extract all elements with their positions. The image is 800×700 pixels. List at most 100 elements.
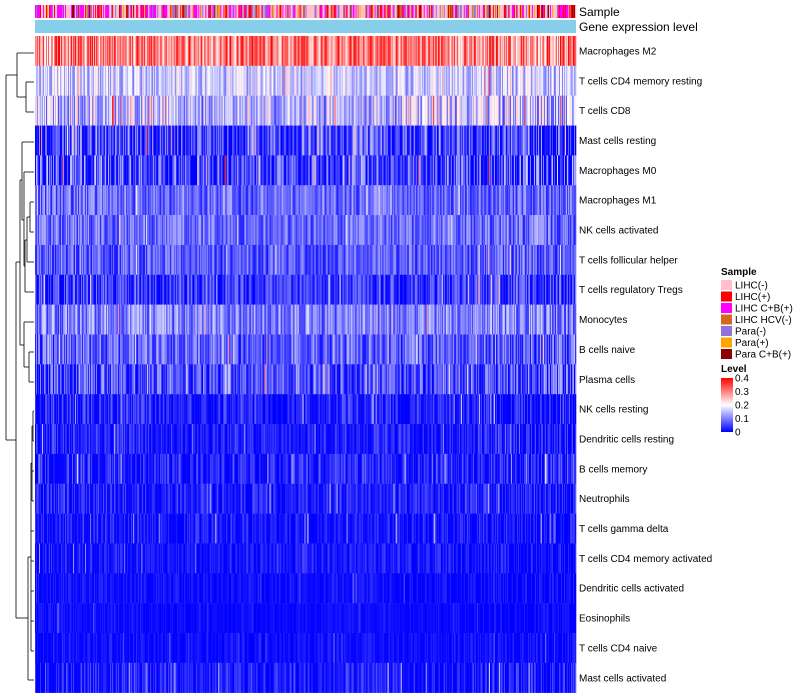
heatmap-cell: [485, 65, 488, 96]
heatmap-cell: [285, 65, 287, 96]
heatmap-cell: [374, 155, 376, 186]
heatmap-cell: [62, 215, 64, 246]
heatmap-cell: [442, 95, 445, 126]
heatmap-cell: [279, 36, 281, 67]
heatmap-cell: [325, 36, 327, 67]
heatmap-cell: [183, 185, 185, 216]
heatmap-cell: [544, 125, 547, 156]
heatmap-cell: [294, 36, 296, 67]
heatmap-cell: [465, 36, 468, 67]
heatmap-cell: [329, 125, 331, 156]
heatmap-cell: [520, 215, 523, 246]
sample-annotation-cell: [500, 5, 503, 18]
sample-annotation-cell: [269, 5, 271, 18]
sample-annotation-cell: [312, 5, 314, 18]
heatmap-cell: [417, 185, 420, 216]
heatmap-cell: [568, 65, 571, 96]
heatmap-cell: [195, 155, 197, 186]
heatmap-cell: [337, 244, 339, 275]
heatmap-cell: [394, 155, 396, 186]
sample-annotation-cell: [435, 5, 438, 18]
heatmap-cell: [386, 215, 388, 246]
heatmap-cell: [503, 244, 506, 275]
heatmap-cell: [378, 244, 380, 275]
heatmap-cell: [74, 244, 76, 275]
heatmap-cell: [71, 36, 73, 67]
heatmap-cell: [179, 36, 181, 67]
heatmap-cell: [468, 95, 471, 126]
heatmap-cell: [121, 95, 123, 126]
sample-annotation-cell: [266, 5, 268, 18]
sample-annotation-cell: [287, 5, 289, 18]
heatmap-cell: [326, 185, 328, 216]
heatmap-cell: [284, 185, 286, 216]
heatmap-cell: [575, 185, 577, 216]
sample-annotation-cell: [522, 5, 525, 18]
heatmap-cell: [361, 185, 363, 216]
heatmap-cell: [150, 125, 152, 156]
heatmap-cell: [298, 65, 300, 96]
heatmap-cell: [97, 274, 99, 305]
sample-annotation-cell: [381, 5, 383, 18]
heatmap-cell: [367, 65, 369, 96]
heatmap-cell: [243, 244, 245, 275]
heatmap-cell: [197, 95, 199, 126]
heatmap-cell: [385, 125, 387, 156]
heatmap-cell: [561, 65, 564, 96]
heatmap-cell: [509, 215, 512, 246]
heatmap-cell: [110, 125, 112, 156]
heatmap-cell: [313, 125, 315, 156]
sample-annotation-cell: [434, 5, 437, 18]
heatmap-cell: [258, 215, 260, 246]
sample-annotation-cell: [270, 5, 272, 18]
heatmap-cell: [94, 155, 96, 186]
heatmap-cell: [95, 215, 97, 246]
heatmap-cell: [85, 36, 87, 67]
heatmap-cell: [529, 65, 532, 96]
heatmap-cell: [337, 125, 339, 156]
sample-annotation-cell: [81, 5, 83, 18]
heatmap-cell: [44, 185, 46, 216]
heatmap-cell: [523, 36, 526, 67]
heatmap-cell: [429, 95, 432, 126]
heatmap-cell: [484, 215, 487, 246]
heatmap-cell: [123, 185, 125, 216]
heatmap-cell: [236, 36, 238, 67]
heatmap-cell: [549, 125, 552, 156]
heatmap-cell: [375, 244, 377, 275]
heatmap-cell: [510, 185, 513, 216]
heatmap-cell: [558, 244, 561, 275]
heatmap-cell: [364, 95, 366, 126]
sample-annotation-cell: [126, 5, 128, 18]
heatmap-cell: [532, 125, 535, 156]
sample-annotation-cell: [134, 5, 136, 18]
heatmap-cell: [471, 36, 474, 67]
heatmap-cell: [178, 185, 180, 216]
heatmap-cell: [451, 65, 454, 96]
heatmap-cell: [108, 155, 110, 186]
sample-annotation-cell: [234, 5, 236, 18]
heatmap-cell: [280, 215, 282, 246]
heatmap-cell: [402, 65, 404, 96]
heatmap-cell: [75, 65, 77, 96]
sample-annotation-cell: [96, 5, 98, 18]
heatmap-cell: [372, 125, 374, 156]
heatmap-cell: [140, 125, 142, 156]
heatmap-cell: [516, 65, 519, 96]
heatmap-cell: [501, 125, 504, 156]
heatmap-cell: [177, 36, 179, 67]
heatmap-cell: [276, 65, 278, 96]
heatmap-cell: [537, 244, 540, 275]
heatmap-cell: [154, 65, 156, 96]
heatmap-cell: [113, 125, 115, 156]
heatmap-cell: [95, 185, 97, 216]
heatmap-cell: [430, 215, 433, 246]
sample-annotation-cell: [386, 5, 388, 18]
heatmap-cell: [146, 185, 148, 216]
heatmap-cell: [234, 185, 236, 216]
heatmap-cell: [289, 36, 291, 67]
heatmap-cell: [309, 244, 311, 275]
heatmap-cell: [550, 185, 553, 216]
heatmap-cell: [171, 215, 173, 246]
heatmap-cell: [557, 65, 560, 96]
